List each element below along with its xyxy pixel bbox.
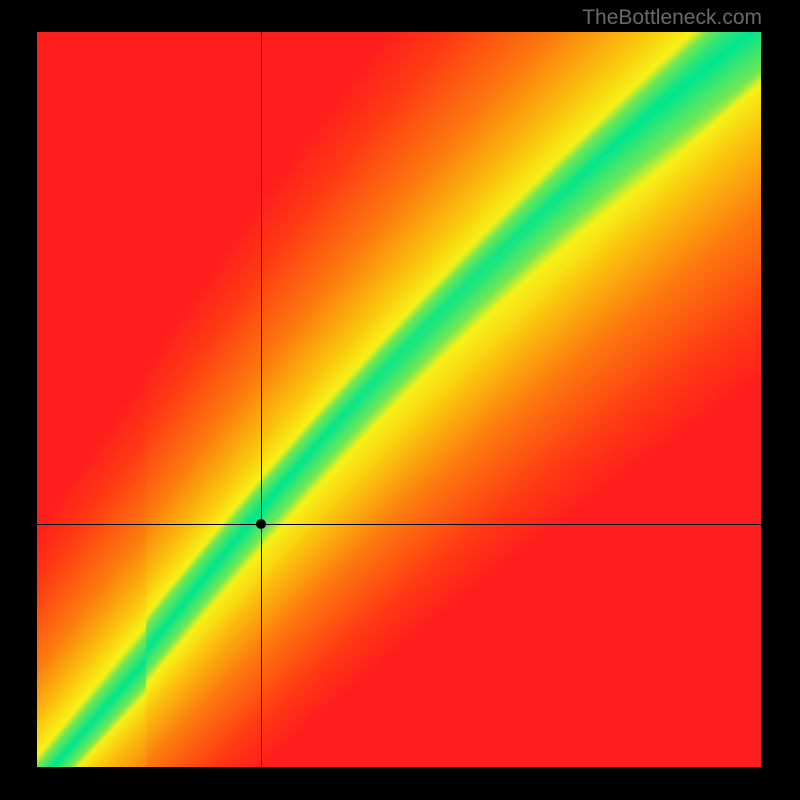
- bottleneck-heatmap: [37, 32, 761, 767]
- crosshair-vertical: [261, 32, 262, 767]
- watermark-text: TheBottleneck.com: [582, 6, 762, 30]
- crosshair-marker: [256, 519, 266, 529]
- crosshair-horizontal: [37, 524, 761, 525]
- heatmap-plot: [37, 32, 761, 767]
